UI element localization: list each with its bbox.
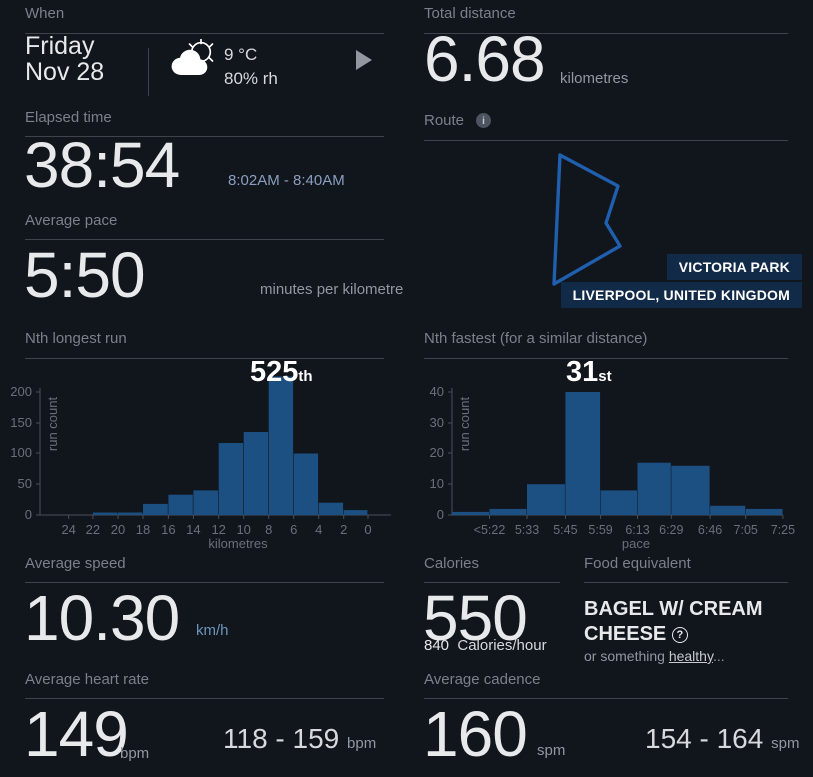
svg-text:5:59: 5:59 [588,523,612,536]
svg-text:22: 22 [86,522,100,536]
svg-text:150: 150 [10,415,32,430]
svg-text:run count: run count [457,397,472,452]
svg-text:20: 20 [111,522,125,536]
svg-text:5:33: 5:33 [515,523,539,536]
svg-text:100: 100 [10,445,32,460]
svg-text:20: 20 [430,445,444,460]
svg-text:14: 14 [186,522,200,536]
svg-text:0: 0 [437,507,444,522]
svg-text:50: 50 [18,476,32,491]
svg-text:30: 30 [430,415,444,430]
svg-text:6:13: 6:13 [625,523,649,536]
svg-text:10: 10 [430,476,444,491]
svg-text:0: 0 [364,522,371,536]
svg-text:8: 8 [265,522,272,536]
svg-text:7:25: 7:25 [771,523,795,536]
svg-text:40: 40 [430,384,444,399]
svg-text:7:05: 7:05 [734,523,758,536]
svg-text:6: 6 [290,522,297,536]
svg-text:5:45: 5:45 [553,523,577,536]
svg-text:16: 16 [161,522,175,536]
svg-text:12: 12 [211,522,225,536]
svg-text:2: 2 [340,522,347,536]
svg-text:24: 24 [61,522,75,536]
svg-text:10: 10 [236,522,250,536]
svg-text:200: 200 [10,384,32,399]
svg-text:18: 18 [136,522,150,536]
svg-text:6:29: 6:29 [659,523,683,536]
svg-text:0: 0 [25,507,32,522]
svg-text:run count: run count [45,397,60,452]
svg-text:6:46: 6:46 [698,523,722,536]
svg-text:4: 4 [315,522,322,536]
svg-text:<5:22: <5:22 [474,523,506,536]
